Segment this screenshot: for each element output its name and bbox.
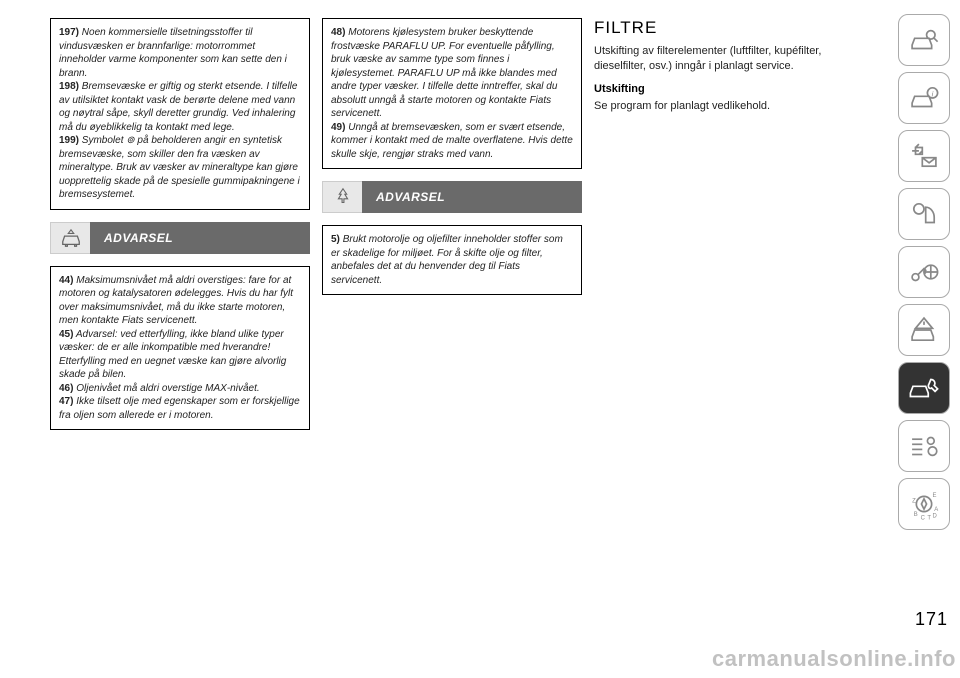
warning-box-4: 5) Brukt motorolje og oljefilter innehol… xyxy=(322,225,582,295)
column-1: 197) Noen kommersielle tilsetningsstoffe… xyxy=(50,18,310,666)
item-text: Noen kommersielle tilsetningsstoffer til… xyxy=(59,27,287,79)
recycle-warning-icon xyxy=(322,181,362,213)
svg-text:C: C xyxy=(921,515,926,521)
advarsel-label: ADVARSEL xyxy=(50,222,310,254)
sidebar-icon-car-info[interactable]: i xyxy=(898,72,950,124)
sidebar-icon-seat-airbag[interactable] xyxy=(898,188,950,240)
watermark-overlay: carmanualsonline.info xyxy=(712,646,956,672)
item-num: 45) xyxy=(59,329,73,340)
sidebar-icon-key-wheel[interactable] xyxy=(898,246,950,298)
sidebar-icon-list-gears[interactable] xyxy=(898,420,950,472)
sidebar-icon-light-message[interactable] xyxy=(898,130,950,182)
item-num: 49) xyxy=(331,122,345,133)
advarsel-label-2: ADVARSEL xyxy=(322,181,582,213)
svg-text:T: T xyxy=(927,515,931,521)
sidebar-icon-car-search[interactable] xyxy=(898,14,950,66)
item-text: Maksimumsnivået må aldri overstiges: far… xyxy=(59,275,293,327)
sidebar-icon-car-warning[interactable] xyxy=(898,304,950,356)
section-body-1: Utskifting av filterelementer (luftfilte… xyxy=(594,44,824,75)
column-3: FILTRE Utskifting av filterelementer (lu… xyxy=(594,18,824,666)
page-number: 171 xyxy=(915,609,948,630)
item-text: Brukt motorolje og oljefilter inneholder… xyxy=(331,234,563,286)
item-num: 5) xyxy=(331,234,340,245)
item-num: 44) xyxy=(59,275,73,286)
svg-text:B: B xyxy=(914,512,918,518)
item-text: Advarsel: ved etterfylling, ikke bland u… xyxy=(59,329,286,381)
svg-text:D: D xyxy=(933,514,937,520)
section-subhead: Utskifting xyxy=(594,83,824,95)
section-body-2: Se program for planlagt vedlikehold. xyxy=(594,99,824,114)
sidebar-icon-car-wrench-active[interactable] xyxy=(898,362,950,414)
item-num: 48) xyxy=(331,27,345,38)
sidebar-icon-compass-letters[interactable]: E Z AD BCT xyxy=(898,478,950,530)
svg-text:i: i xyxy=(932,89,934,98)
item-text: Motorens kjølesystem bruker beskyttende … xyxy=(331,27,557,119)
svg-text:E: E xyxy=(933,493,937,499)
page-content: 197) Noen kommersielle tilsetningsstoffe… xyxy=(0,0,960,678)
item-text: Symbolet ⊚ på beholderen angir en syntet… xyxy=(59,135,300,200)
item-num: 47) xyxy=(59,396,73,407)
svg-text:Z: Z xyxy=(912,498,916,504)
svg-text:A: A xyxy=(934,507,938,513)
column-2: 48) Motorens kjølesystem bruker beskytte… xyxy=(322,18,582,666)
car-warning-icon xyxy=(50,222,90,254)
advarsel-text: ADVARSEL xyxy=(90,222,310,254)
item-num: 46) xyxy=(59,383,73,394)
item-text: Unngå at bremsevæsken, som er svært etse… xyxy=(331,122,573,160)
warning-box-2: 44) Maksimumsnivået må aldri overstiges:… xyxy=(50,266,310,431)
item-text: Bremsevæske er giftig og sterkt etsende.… xyxy=(59,81,297,133)
item-text: Ikke tilsett olje med egenskaper som er … xyxy=(59,396,300,421)
sidebar-nav: i E Z AD BCT xyxy=(898,14,950,530)
item-num: 198) xyxy=(59,81,79,92)
item-num: 199) xyxy=(59,135,79,146)
item-num: 197) xyxy=(59,27,79,38)
item-text: Oljenivået må aldri overstige MAX-nivået… xyxy=(76,383,259,394)
advarsel-text-2: ADVARSEL xyxy=(362,181,582,213)
section-heading: FILTRE xyxy=(594,18,824,38)
warning-box-1: 197) Noen kommersielle tilsetningsstoffe… xyxy=(50,18,310,210)
warning-box-3: 48) Motorens kjølesystem bruker beskytte… xyxy=(322,18,582,169)
